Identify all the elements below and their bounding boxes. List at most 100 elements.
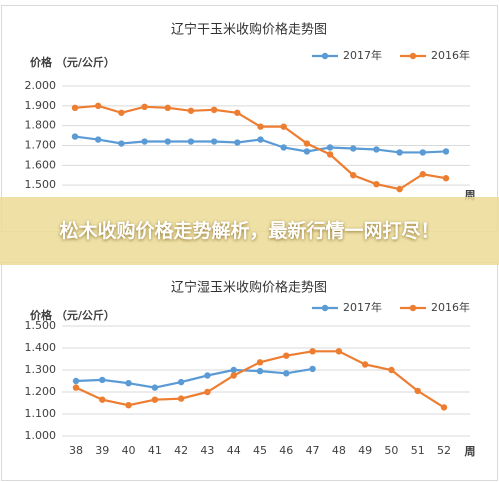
- data-point: [210, 106, 218, 114]
- data-point: [419, 149, 427, 156]
- data-point: [94, 102, 102, 110]
- legend-label: 2016年: [431, 300, 470, 314]
- data-point: [440, 404, 448, 411]
- data-point: [373, 180, 380, 188]
- data-point: [361, 361, 369, 368]
- data-point: [151, 396, 159, 403]
- y-tick-label: 1.800: [25, 119, 57, 132]
- data-point: [256, 367, 264, 375]
- y-tick-label: 1.500: [25, 178, 57, 191]
- data-point: [373, 146, 380, 153]
- x-tick-label: 48: [332, 444, 346, 457]
- legend-dot: [321, 304, 329, 312]
- data-point: [71, 133, 79, 140]
- banner-text: 松木收购价格走势解析，最新行情一网打尽！: [59, 220, 440, 242]
- y-axis-label: 价格 （元/公斤）: [30, 55, 115, 69]
- data-point: [388, 366, 395, 374]
- data-point: [283, 352, 290, 359]
- data-point: [99, 396, 106, 403]
- data-point: [94, 136, 102, 143]
- data-point: [283, 370, 290, 377]
- data-point: [151, 384, 159, 391]
- data-point: [326, 144, 334, 151]
- y-tick-label: 1.600: [25, 158, 57, 171]
- x-tick-label: 40: [122, 444, 136, 457]
- legend-label: 2017年: [343, 48, 382, 62]
- x-tick-label: 50: [384, 444, 398, 457]
- legend-dot: [409, 304, 417, 312]
- y-tick-label: 1.500: [25, 319, 57, 332]
- data-point: [164, 138, 171, 145]
- data-point: [234, 109, 241, 116]
- data-point: [118, 109, 125, 116]
- y-tick-label: 2.000: [25, 79, 57, 92]
- data-point: [442, 175, 450, 182]
- data-point: [141, 138, 148, 145]
- x-tick-label: 45: [253, 444, 267, 457]
- data-point: [210, 138, 218, 145]
- x-tick-label: 52: [437, 444, 451, 457]
- data-point: [230, 372, 237, 379]
- x-axis-label: 周: [465, 189, 476, 202]
- legend-dot: [409, 52, 417, 60]
- y-tick-label: 1.000: [25, 429, 57, 442]
- x-axis-label: 周: [465, 445, 476, 458]
- y-tick-label: 1.900: [25, 99, 57, 112]
- data-point: [396, 185, 403, 193]
- x-tick-label: 39: [95, 444, 109, 457]
- data-point: [309, 365, 316, 373]
- data-point: [350, 145, 357, 152]
- y-tick-label: 1.300: [25, 363, 57, 376]
- data-point: [256, 359, 264, 366]
- data-point: [280, 144, 287, 151]
- series-line: [74, 104, 447, 191]
- legend-label: 2017年: [343, 300, 382, 314]
- data-point: [125, 380, 132, 387]
- series-line: [75, 367, 313, 389]
- data-point: [335, 348, 343, 355]
- data-point: [303, 148, 311, 155]
- data-point: [442, 148, 450, 155]
- data-point: [234, 139, 241, 146]
- x-tick-label: 44: [227, 444, 241, 457]
- data-point: [72, 377, 80, 385]
- x-tick-label: 51: [411, 444, 425, 457]
- x-tick-label: 43: [200, 444, 214, 457]
- data-point: [72, 384, 80, 391]
- chart-title: 辽宁干玉米收购价格走势图: [171, 22, 327, 38]
- legend-dot: [321, 52, 329, 60]
- y-tick-label: 1.200: [25, 385, 57, 398]
- x-tick-label: 42: [174, 444, 188, 457]
- data-point: [125, 402, 132, 409]
- y-tick-label: 1.400: [25, 341, 57, 354]
- data-point: [419, 171, 427, 178]
- banner: 松木收购价格走势解析，最新行情一网打尽！: [0, 197, 499, 265]
- data-point: [326, 151, 334, 158]
- y-tick-label: 1.100: [25, 407, 57, 420]
- y-tick-label: 1.700: [25, 139, 57, 152]
- data-point: [309, 348, 316, 355]
- y-axis-label: 价格 （元/公斤）: [30, 308, 115, 322]
- data-point: [187, 107, 195, 114]
- data-point: [177, 395, 185, 402]
- data-point: [230, 366, 237, 374]
- data-point: [350, 172, 357, 179]
- data-point: [280, 123, 287, 130]
- data-point: [303, 140, 311, 147]
- data-point: [118, 140, 125, 147]
- x-tick-label: 49: [358, 444, 372, 457]
- x-tick-label: 41: [148, 444, 162, 457]
- data-point: [187, 138, 195, 145]
- x-tick-label: 46: [279, 444, 293, 457]
- data-point: [204, 372, 211, 379]
- data-point: [71, 104, 79, 112]
- data-point: [257, 123, 264, 130]
- data-point: [204, 388, 211, 396]
- data-point: [396, 149, 403, 156]
- data-point: [414, 387, 421, 395]
- legend-label: 2016年: [431, 48, 470, 62]
- x-tick-label: 47: [306, 444, 320, 457]
- data-point: [99, 376, 106, 384]
